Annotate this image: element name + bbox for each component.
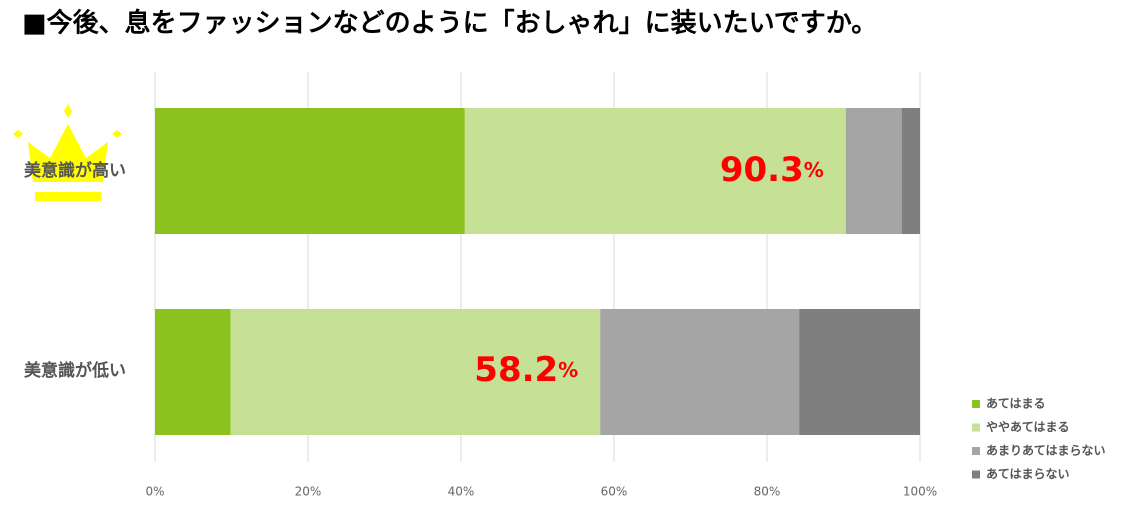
legend-marker <box>972 400 980 408</box>
legend-label: あてはまらない <box>986 467 1070 481</box>
bar-segment <box>230 309 601 435</box>
x-tick-label: 100% <box>903 485 937 499</box>
legend-marker <box>972 447 980 455</box>
y-tick-label: 美意識が低い <box>24 360 126 381</box>
x-tick-label: 60% <box>601 485 628 499</box>
legend-label: ややあてはまる <box>986 420 1070 434</box>
bar-segment <box>845 108 902 234</box>
y-tick-label: 美意識が高い <box>24 160 126 181</box>
chart-title: ■今後、息をファッションなどのように「おしゃれ」に装いたいですか。 <box>22 8 877 39</box>
x-tick-label: 20% <box>295 485 322 499</box>
bar-segment <box>901 108 920 234</box>
bar-segment <box>799 309 920 435</box>
x-tick-label: 40% <box>448 485 475 499</box>
total-annotation: 58.2% <box>474 350 578 390</box>
bar-segment <box>464 108 846 234</box>
legend-label: あてはまる <box>986 397 1046 411</box>
total-annotation: 90.3% <box>720 150 824 190</box>
legend-marker <box>972 470 980 479</box>
bar-segment <box>155 309 231 435</box>
bar-segment <box>600 309 800 435</box>
bar-segment <box>155 108 465 234</box>
x-tick-label: 0% <box>145 485 164 499</box>
legend-label: あまりあてはまらない <box>986 444 1106 458</box>
x-tick-label: 80% <box>754 485 781 499</box>
crown-icon <box>13 104 122 201</box>
legend-marker <box>972 423 980 432</box>
